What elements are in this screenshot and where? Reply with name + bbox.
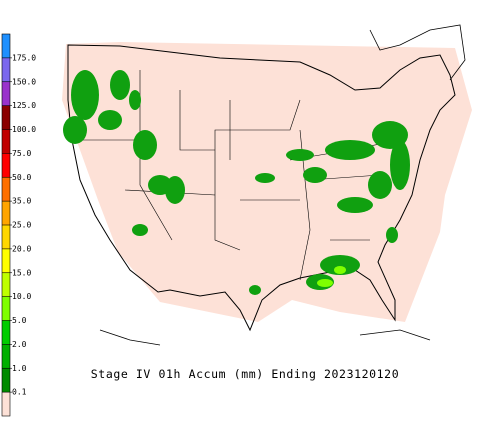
legend-swatch [2,320,10,345]
legend-swatch [2,248,10,273]
map-area [62,24,472,346]
legend-label: 20.0 [12,244,31,253]
legend-swatch [2,153,10,178]
legend-swatch [2,177,10,202]
legend-label: 75.0 [12,149,31,158]
us-outline [67,44,456,332]
caption: Stage IV 01h Accum (mm) Ending 202312012… [91,367,399,381]
legend: 0.1 1.0 2.0 5.0 10.0 15.0 20.0 25.0 35.0 50.0 75.0… [1,33,36,417]
heavy-precip [317,266,346,287]
legend-label: 125.0 [12,101,36,110]
legend-swatch [2,296,10,321]
legend-label: 50.0 [12,173,31,182]
legend-label: 5.0 [12,316,27,325]
legend-label: 35.0 [12,197,31,206]
legend-swatch [2,34,10,58]
coastlines [99,24,466,346]
legend-swatch [2,368,10,393]
legend-label: 2.0 [12,340,27,349]
legend-swatch [2,272,10,297]
legend-label: 1.0 [12,364,27,373]
legend-swatch [2,81,10,106]
legend-swatch [2,201,10,225]
legend-label: 25.0 [12,221,31,230]
legend-label: 150.0 [12,77,36,86]
legend-label: 100.0 [12,125,36,134]
legend-swatch [2,105,10,130]
precip-areas [63,70,410,295]
legend-label: 175.0 [12,53,36,62]
legend-label: 15.0 [12,268,31,277]
legend-swatch [2,344,10,369]
legend-swatch [2,225,10,249]
legend-swatch [2,392,10,416]
legend-label: 10.0 [12,292,31,301]
legend-swatch [2,129,10,154]
legend-label: 0.1 [12,388,27,397]
legend-swatch [2,57,10,82]
